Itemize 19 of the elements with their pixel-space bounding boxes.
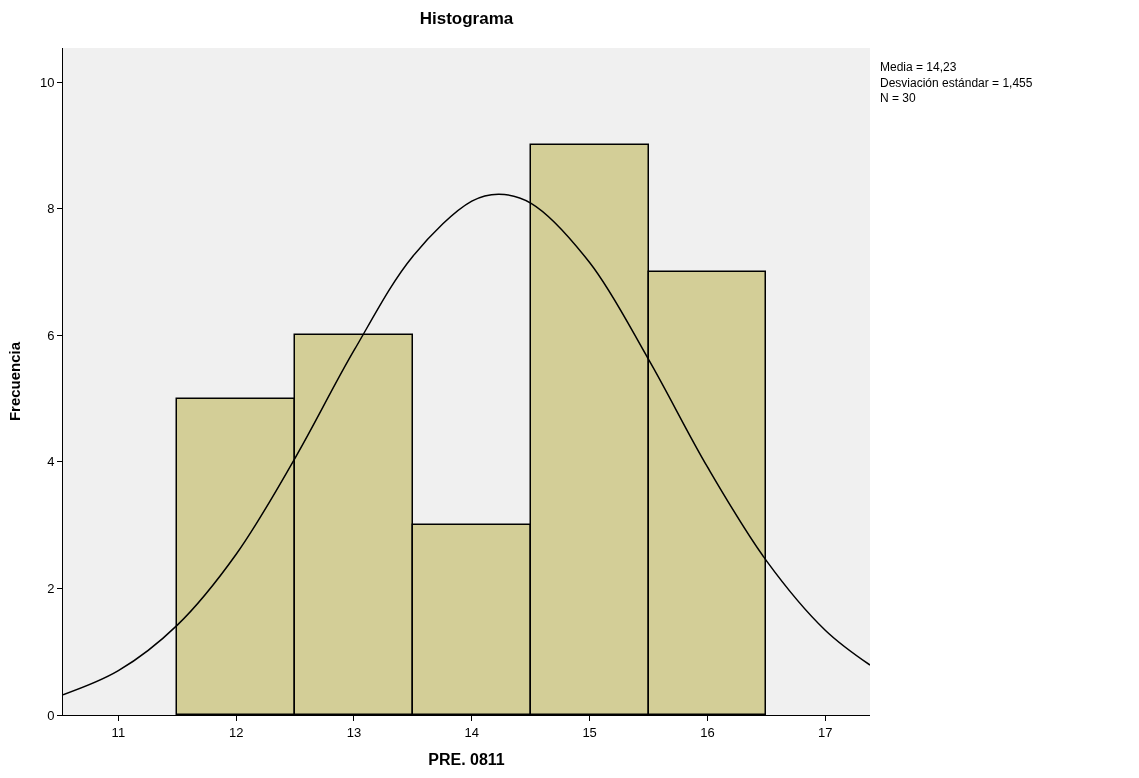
- x-tick-label: 17: [818, 724, 833, 740]
- y-tick-label: 2: [47, 580, 55, 596]
- chart-title: Histograma: [419, 8, 514, 28]
- y-axis-title: Frecuencia: [6, 341, 24, 422]
- y-tick-label: 4: [47, 454, 55, 470]
- x-tick-label: 15: [582, 724, 597, 740]
- text: Media = 14,23: [880, 60, 957, 74]
- text: Desviación estándar = 1,455: [880, 75, 1033, 90]
- y-tick-label: 8: [47, 201, 55, 217]
- y-tick-label: 0: [47, 707, 55, 723]
- x-axis-title: PRE. 0811: [428, 751, 505, 769]
- y-tick-label: 6: [47, 327, 55, 343]
- y-tick-label: 10: [39, 74, 55, 90]
- x-tick-label: 11: [111, 724, 126, 740]
- x-tick-label: 14: [464, 724, 480, 740]
- x-tick-label: 12: [228, 724, 244, 740]
- x-tick-label: 13: [346, 724, 362, 740]
- text: N = 30: [880, 91, 917, 106]
- x-tick-label: 16: [700, 724, 715, 740]
